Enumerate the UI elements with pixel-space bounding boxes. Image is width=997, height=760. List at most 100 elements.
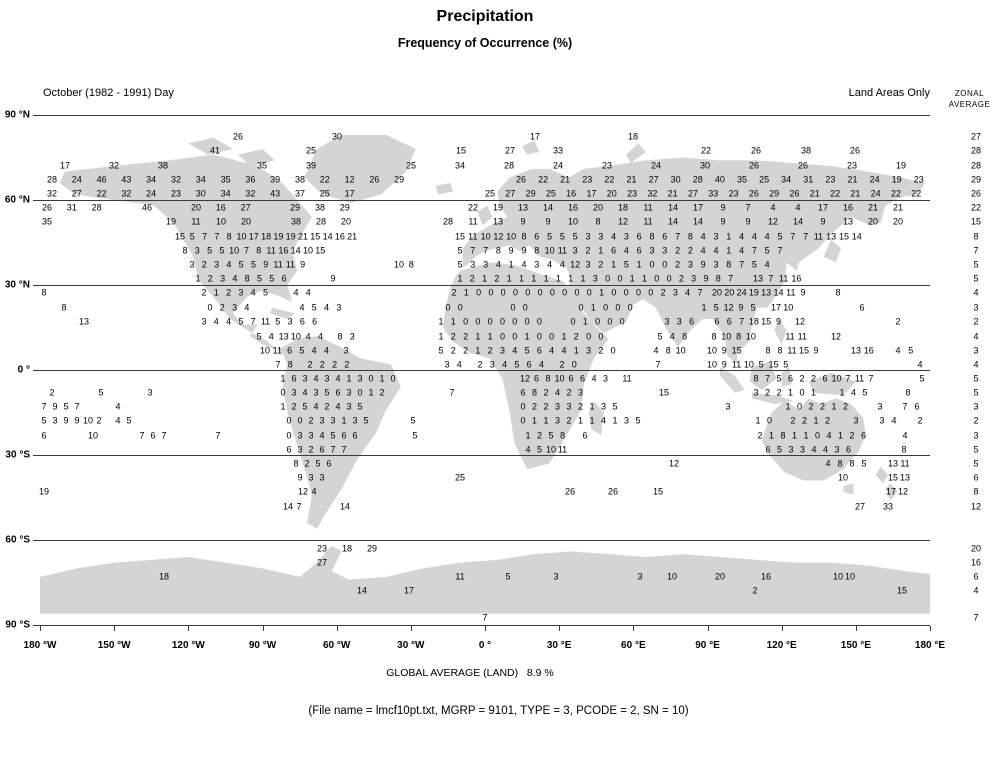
grid-value: 23 [825,174,836,185]
grid-value: 6 [291,373,297,384]
grid-value: 22 [911,188,922,199]
grid-value: 19 [748,287,759,298]
grid-value: 3 [336,302,342,313]
lat-tick-label: 60 °S [5,534,30,546]
grid-value: 8 [835,287,841,298]
grid-value: 1 [791,430,798,441]
grid-value: 3 [534,259,540,270]
grid-value: 3 [483,259,489,270]
grid-value: 1 [543,273,549,284]
grid-value: 16 [760,571,772,582]
grid-value: 11 [797,331,807,342]
grid-value: 4 [591,373,597,384]
zonal-average-value: 28 [970,160,981,171]
grid-value: 0 [619,316,625,327]
grid-value: 33 [882,501,894,512]
grid-value: 15 [652,486,664,497]
grid-value: 9 [703,273,709,284]
grid-value: 31 [803,174,814,185]
grid-value: 29 [366,543,378,554]
grid-value: 3 [566,401,572,412]
cuba-shape [269,307,295,319]
grid-value: 5 [262,287,269,298]
grid-value: 5 [126,415,132,426]
grid-value: 10 [783,302,794,313]
grid-value: 8 [780,430,786,441]
grid-value: 40 [714,174,725,185]
grid-value: 16 [334,231,345,242]
grid-value: 2 [543,387,549,398]
grid-value: 41 [209,145,221,156]
grid-value: 0 [549,287,555,298]
grid-value: 3 [672,287,678,298]
grid-value: 6 [845,444,852,455]
zonal-average-value: 3 [973,401,979,412]
philippines-shape [774,319,787,345]
grid-value: 0 [512,316,518,327]
grid-value: 4 [324,302,330,313]
grid-value: 26 [748,160,760,171]
grid-value: 22 [467,202,479,213]
grid-value: 0 [595,316,601,327]
zonal-average-value: 5 [973,373,979,384]
grid-value: 4 [305,331,311,342]
grid-value: 2 [477,359,483,370]
grid-value: 26 [232,131,244,142]
grid-value: 7 [139,430,145,441]
grid-value: 5 [919,373,925,384]
zonal-average-value: 5 [973,444,979,455]
grid-value: 6 [787,373,794,384]
grid-value: 46 [141,202,153,213]
grid-value: 0 [537,287,543,298]
grid-value: 0 [286,430,292,441]
grid-value: 27 [854,501,866,512]
grid-value: 16 [863,345,874,356]
zonal-average-value: 15 [970,216,981,227]
grid-value: 6 [579,373,586,384]
grid-value: 3 [577,387,584,398]
grid-value: 31 [66,202,77,213]
zonal-average-value: 7 [973,612,979,623]
grid-value: 15 [731,345,742,356]
grid-value: 1 [531,415,538,426]
grid-value: 3 [623,415,630,426]
grid-value: 19 [285,231,296,242]
grid-value: 39 [305,160,317,171]
grid-value: 11 [787,345,797,356]
grid-value: 0 [654,273,660,284]
grid-value: 24 [736,287,747,298]
grid-value: 29 [525,188,536,199]
grid-value: 2 [543,401,549,412]
lon-tick-label: 120 °W [171,640,205,651]
grid-value: 15 [798,345,810,356]
grid-value: 4 [512,345,518,356]
grid-value: 4 [268,331,274,342]
grid-value: 21 [850,188,861,199]
zonal-average-value: 20 [970,543,981,554]
grid-value: 0 [207,302,213,313]
grid-value: 3 [572,245,578,256]
grid-value: 3 [308,472,314,483]
grid-value: 6 [281,273,287,284]
grid-value: 2 [819,401,826,412]
grid-value: 14 [692,216,704,227]
grid-value: 11 [266,245,276,256]
grid-value: 1 [598,245,604,256]
zonal-average-value: 4 [973,585,979,596]
grid-value: 2 [660,287,666,298]
grid-value: 4 [700,245,706,256]
grid-value: 1 [487,331,493,342]
grid-value: 1 [590,302,596,313]
grid-value: 8 [901,444,907,455]
grid-value: 22 [890,188,902,199]
grid-value: 5 [238,259,244,270]
grid-value: 3 [214,259,220,270]
grid-value: 6 [636,231,642,242]
grid-value: 8 [715,273,721,284]
grid-value: 10 [675,345,686,356]
greenland-shape [304,134,416,203]
grid-value: 3 [713,231,719,242]
grid-value: 1 [518,273,525,284]
grid-value: 12 [297,486,309,497]
grid-value: 1 [280,401,286,412]
